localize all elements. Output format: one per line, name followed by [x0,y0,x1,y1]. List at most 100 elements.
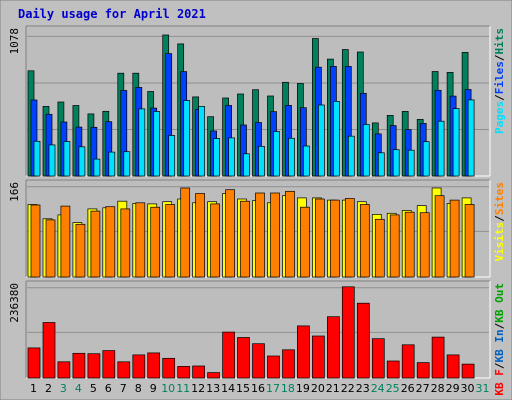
bars-kbytes [27,286,475,379]
day-label-5: 5 [90,382,97,395]
bar-kb-f-day-26 [401,344,415,379]
bar-pages-day-17 [273,131,280,177]
day-label-10: 10 [161,382,175,395]
bar-sites-day-11 [180,187,191,278]
bar-kb-f-day-7 [117,361,131,379]
y-max-label: 1078 [8,28,21,55]
legend: KB F/KB In/KB Out [493,283,506,396]
legend: Visits/Sites [493,182,506,262]
bar-pages-day-22 [347,135,355,177]
bar-sites-day-9 [150,206,161,278]
bar-pages-day-26 [407,149,415,177]
bar-sites-day-12 [195,193,205,278]
bar-kb-f-day-22 [341,286,355,379]
bar-pages-day-24 [377,152,385,177]
bar-pages-day-27 [422,141,430,177]
bar-kb-f-day-14 [222,331,235,379]
bar-sites-day-24 [374,218,385,278]
bar-pages-day-19 [303,145,310,177]
legend-separator: / [493,215,506,222]
legend: Pages/Files/Hits [493,28,506,134]
bar-sites-day-7 [120,208,131,278]
bar-kb-f-day-1 [27,347,41,379]
bar-sites-day-13 [210,203,220,278]
bar-kb-f-day-17 [267,355,280,379]
day-label-21: 21 [326,382,340,395]
bar-pages-day-5 [93,158,101,177]
legend-separator: / [493,362,506,369]
bar-pages-day-23 [362,124,370,177]
day-label-6: 6 [105,382,112,395]
bar-sites-day-22 [344,198,355,278]
bars-hits-files-pages [27,34,475,177]
bar-kb-f-day-24 [371,338,385,379]
bar-pages-day-6 [108,151,116,177]
bar-sites-day-16 [255,192,265,278]
day-label-25: 25 [386,382,400,395]
bar-sites-day-23 [359,204,370,278]
bar-kb-f-day-4 [72,352,86,379]
legend-separator: / [493,322,506,329]
legend-item-hits: Hits [493,28,506,55]
bar-sites-day-18 [285,190,295,278]
bar-kb-f-day-5 [87,353,101,379]
bar-pages-day-28 [437,120,445,177]
chart-panels: 1078 Pages/Files/Hits 16 6 Visits/Sites 23638… [8,25,506,396]
bar-pages-day-9 [153,111,161,177]
day-label-9: 9 [150,382,157,395]
bar-pages-day-29 [452,108,460,177]
day-label-19: 19 [296,382,310,395]
legend-item-kb-f: KB F [493,369,506,396]
bar-pages-day-16 [258,146,265,177]
bar-pages-day-21 [333,101,340,177]
day-label-11: 11 [176,382,190,395]
day-label-30: 30 [461,382,475,395]
bar-kb-f-day-18 [282,349,295,379]
legend-item-files: Files [493,61,506,94]
bar-kb-f-day-6 [102,350,116,379]
bar-sites-day-28 [434,195,445,278]
bar-kb-f-day-25 [386,360,400,379]
bar-sites-day-5 [90,210,101,278]
bar-sites-day-30 [464,204,475,278]
day-label-16: 16 [251,382,265,395]
bar-sites-day-26 [404,211,415,278]
bar-kb-f-day-9 [147,352,161,379]
day-label-27: 27 [416,382,430,395]
bar-sites-day-4 [75,223,86,278]
bar-pages-day-2 [48,144,56,177]
bar-kb-f-day-3 [57,361,71,379]
bar-sites-day-29 [449,199,460,278]
bar-pages-day-25 [392,149,400,177]
day-label-13: 13 [206,382,220,395]
bar-pages-day-13 [213,138,220,177]
day-label-23: 23 [356,382,370,395]
bar-kb-f-day-27 [416,362,430,379]
bar-pages-day-3 [63,141,71,177]
bar-sites-day-17 [270,192,280,278]
bar-pages-day-7 [123,151,131,177]
bar-sites-day-19 [300,206,310,278]
bar-kb-f-day-29 [446,354,460,379]
y-max-label: 236380 [8,283,21,323]
day-label-14: 14 [221,382,235,395]
bar-kb-f-day-16 [252,343,265,379]
day-label-15: 15 [236,382,250,395]
day-label-24: 24 [371,382,385,395]
bar-sites-day-21 [330,199,340,278]
bar-sites-day-8 [135,202,146,278]
bar-kb-f-day-13 [207,372,220,379]
bar-kb-f-day-19 [297,325,310,379]
bar-sites-day-2 [45,219,56,278]
day-label-28: 28 [431,382,445,395]
day-label-20: 20 [311,382,325,395]
bar-sites-day-6 [105,206,116,278]
bar-kb-f-day-15 [237,337,250,379]
day-label-12: 12 [191,382,205,395]
bar-sites-day-25 [389,214,400,278]
bar-pages-day-4 [78,146,86,177]
bar-kb-f-day-10 [162,357,176,379]
bar-pages-day-1 [33,140,41,177]
legend-item-kb-in: KB In [493,329,506,362]
